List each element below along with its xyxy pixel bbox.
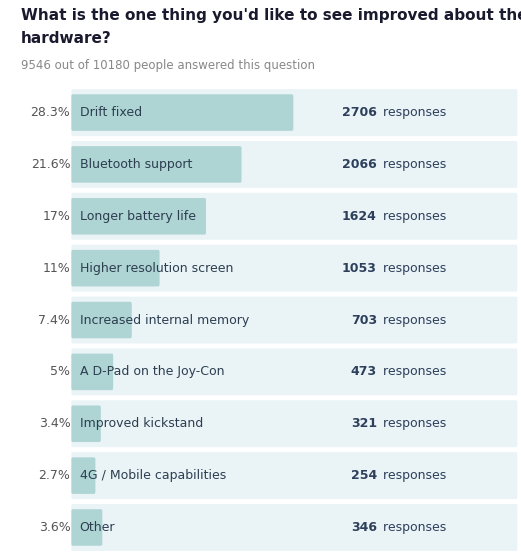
Text: 1624: 1624 <box>342 210 377 223</box>
Text: 3.4%: 3.4% <box>39 417 70 430</box>
FancyBboxPatch shape <box>71 302 132 338</box>
FancyBboxPatch shape <box>71 354 113 390</box>
FancyBboxPatch shape <box>71 504 517 551</box>
Text: 21.6%: 21.6% <box>31 158 70 171</box>
FancyBboxPatch shape <box>71 400 517 447</box>
Text: hardware?: hardware? <box>21 31 111 46</box>
Text: 2706: 2706 <box>342 106 377 119</box>
FancyBboxPatch shape <box>71 198 206 235</box>
Text: 473: 473 <box>351 366 377 378</box>
Text: 4G / Mobile capabilities: 4G / Mobile capabilities <box>80 469 226 482</box>
FancyBboxPatch shape <box>71 146 242 183</box>
FancyBboxPatch shape <box>71 348 517 395</box>
Text: responses: responses <box>379 158 446 171</box>
Text: Higher resolution screen: Higher resolution screen <box>80 262 233 274</box>
FancyBboxPatch shape <box>71 457 95 494</box>
Text: responses: responses <box>379 314 446 326</box>
Text: 3.6%: 3.6% <box>39 521 70 534</box>
Text: A D-Pad on the Joy-Con: A D-Pad on the Joy-Con <box>80 366 224 378</box>
FancyBboxPatch shape <box>71 405 101 442</box>
Text: 1053: 1053 <box>342 262 377 274</box>
Text: Increased internal memory: Increased internal memory <box>80 314 249 326</box>
Text: responses: responses <box>379 366 446 378</box>
Text: Longer battery life: Longer battery life <box>80 210 196 223</box>
Text: responses: responses <box>379 262 446 274</box>
Text: responses: responses <box>379 210 446 223</box>
Text: 11%: 11% <box>43 262 70 274</box>
FancyBboxPatch shape <box>71 141 517 188</box>
Text: 321: 321 <box>351 417 377 430</box>
Text: Other: Other <box>80 521 115 534</box>
Text: responses: responses <box>379 417 446 430</box>
Text: 7.4%: 7.4% <box>39 314 70 326</box>
FancyBboxPatch shape <box>71 94 293 131</box>
FancyBboxPatch shape <box>71 250 159 286</box>
Text: 5%: 5% <box>51 366 70 378</box>
FancyBboxPatch shape <box>71 193 517 240</box>
Text: 254: 254 <box>351 469 377 482</box>
Text: 346: 346 <box>351 521 377 534</box>
Text: Drift fixed: Drift fixed <box>80 106 142 119</box>
Text: Bluetooth support: Bluetooth support <box>80 158 192 171</box>
FancyBboxPatch shape <box>71 509 102 546</box>
Text: 17%: 17% <box>42 210 70 223</box>
Text: responses: responses <box>379 521 446 534</box>
Text: 9546 out of 10180 people answered this question: 9546 out of 10180 people answered this q… <box>21 59 315 72</box>
Text: Improved kickstand: Improved kickstand <box>80 417 203 430</box>
Text: 703: 703 <box>351 314 377 326</box>
Text: 28.3%: 28.3% <box>31 106 70 119</box>
Text: responses: responses <box>379 106 446 119</box>
FancyBboxPatch shape <box>71 245 517 292</box>
Text: responses: responses <box>379 469 446 482</box>
Text: 2066: 2066 <box>342 158 377 171</box>
FancyBboxPatch shape <box>71 89 517 136</box>
FancyBboxPatch shape <box>71 452 517 499</box>
FancyBboxPatch shape <box>71 297 517 343</box>
Text: What is the one thing you'd like to see improved about the Switch: What is the one thing you'd like to see … <box>21 8 521 23</box>
Text: 2.7%: 2.7% <box>39 469 70 482</box>
